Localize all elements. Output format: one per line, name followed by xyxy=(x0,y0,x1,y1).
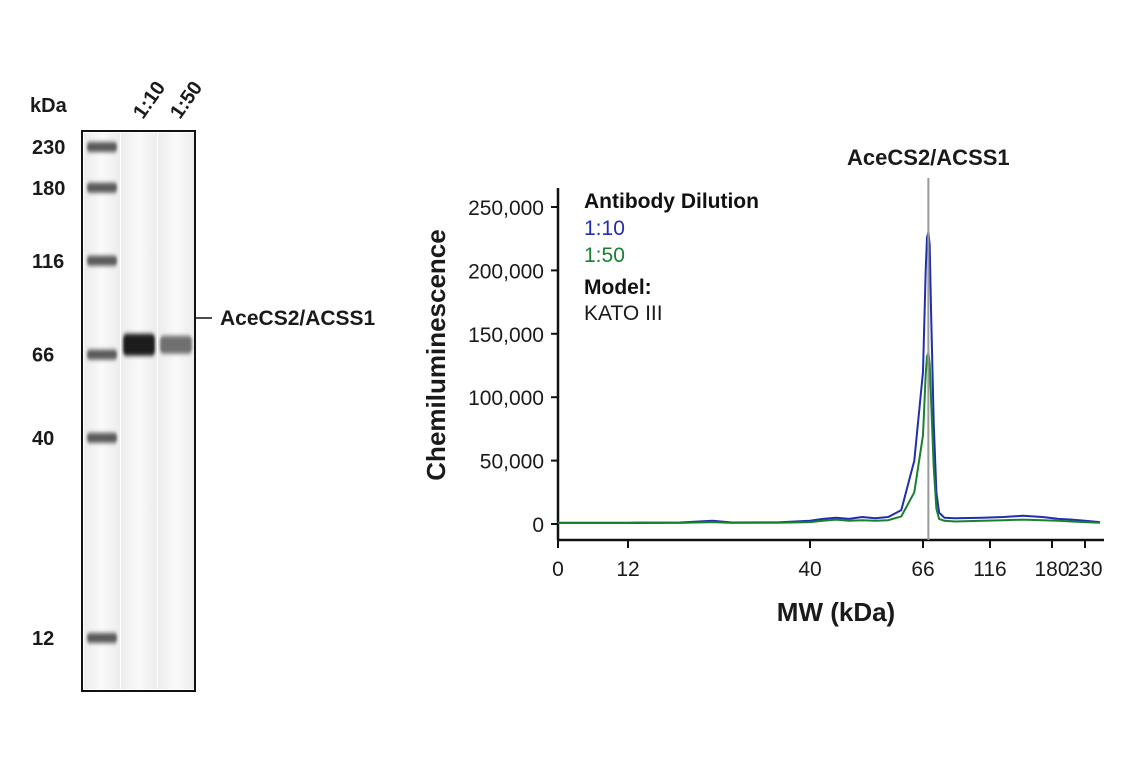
legend-item-1-50: 1:50 xyxy=(584,244,625,267)
ladder-label: 116 xyxy=(32,251,64,273)
legend-model-value: KATO III xyxy=(584,302,663,325)
kda-unit-label: kDa xyxy=(30,95,68,117)
chart-legend: Antibody Dilution 1:10 1:50 Model: KATO … xyxy=(584,190,759,325)
ladder-band xyxy=(87,142,117,152)
chart-series xyxy=(558,231,1101,524)
blot-panel: kDa 230 180 116 66 40 12 1:101:50 AceCS2/ACSS… xyxy=(30,77,376,692)
legend-title: Antibody Dilution xyxy=(584,190,759,213)
lane-label: 1:10 xyxy=(129,77,170,122)
x-tick-label: 0 xyxy=(552,558,564,581)
x-tick-label: 66 xyxy=(911,558,934,581)
ladder-lane xyxy=(84,133,120,689)
legend-item-1-10: 1:10 xyxy=(584,217,625,240)
chart-panel: 0 50,000 100,000 150,000 200,000 250,000 0 12 40… xyxy=(421,145,1104,627)
ladder-band xyxy=(87,633,117,643)
x-tick-label: 230 xyxy=(1067,558,1102,581)
sample-lane-2 xyxy=(158,133,194,689)
ladder-label: 180 xyxy=(32,178,65,200)
band-label: AceCS2/ACSS1 xyxy=(220,307,376,330)
marker-label: AceCS2/ACSS1 xyxy=(847,145,1010,170)
ladder-label: 66 xyxy=(32,345,54,367)
series-line-1-50 xyxy=(558,351,1101,524)
chart-axes: 0 50,000 100,000 150,000 200,000 250,000 0 12 40… xyxy=(468,188,1104,581)
x-tick-label: 116 xyxy=(973,558,1006,581)
ladder-label: 230 xyxy=(32,137,65,159)
ladder-band xyxy=(87,182,117,193)
y-tick-label: 100,000 xyxy=(468,387,544,410)
lane-label: 1:50 xyxy=(166,77,207,122)
x-tick-label: 180 xyxy=(1034,558,1069,581)
x-tick-label: 40 xyxy=(798,558,821,581)
y-tick-label: 0 xyxy=(532,514,544,537)
sample-band xyxy=(123,333,155,356)
ladder-label: 40 xyxy=(32,428,54,450)
y-tick-label: 200,000 xyxy=(468,260,544,283)
sample-band xyxy=(160,335,192,354)
lane-labels: 1:101:50 xyxy=(129,77,207,122)
ladder-band xyxy=(87,432,117,443)
y-axis-title: Chemiluminescence xyxy=(421,229,451,480)
x-axis-title: MW (kDa) xyxy=(777,597,895,627)
y-tick-label: 250,000 xyxy=(468,197,544,220)
x-tick-label: 12 xyxy=(616,558,639,581)
blot-lanes xyxy=(84,133,194,689)
legend-model-title: Model: xyxy=(584,276,652,299)
ladder-labels: 230 180 116 66 40 12 xyxy=(32,137,65,650)
ladder-band xyxy=(87,255,117,266)
y-tick-label: 150,000 xyxy=(468,324,544,347)
ladder-label: 12 xyxy=(32,628,54,650)
y-tick-label: 50,000 xyxy=(480,451,544,474)
sample-lane-1 xyxy=(121,133,157,689)
ladder-band xyxy=(87,349,117,360)
